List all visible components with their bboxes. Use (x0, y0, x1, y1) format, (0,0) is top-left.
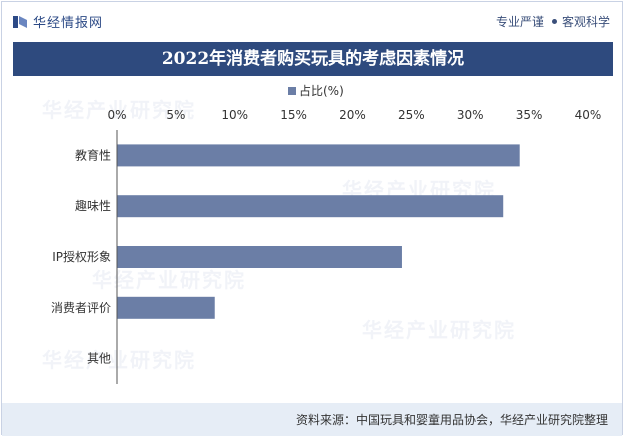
bar (117, 246, 402, 268)
chart-title: 2022年消费者购买玩具的考虑因素情况 (13, 42, 613, 76)
source-note: 资料来源：中国玩具和婴童用品协会，华经产业研究院整理 (295, 413, 608, 427)
brand-logo: 华经情报网 (12, 12, 103, 31)
y-category-label: 教育性 (75, 147, 111, 162)
brand-logo-icon (13, 15, 27, 28)
bars (117, 144, 520, 319)
brand-name: 华经情报网 (33, 16, 104, 31)
x-axis-ticks: 0% 5% 10% 15% 20% 25% 30% 35% 40% (107, 108, 601, 122)
x-tick-label: 20% (339, 108, 366, 122)
x-tick-label: 40% (575, 108, 602, 122)
bar (117, 195, 504, 218)
x-tick-label: 0% (107, 108, 126, 122)
x-tick-label: 25% (398, 108, 425, 122)
slogan-dot-icon (551, 19, 557, 24)
x-tick-label: 35% (516, 108, 543, 122)
x-tick-label: 10% (221, 108, 248, 122)
slogan: 专业严谨 客观科学 (496, 13, 610, 30)
x-tick-label: 30% (457, 108, 484, 122)
x-tick-label: 15% (280, 108, 307, 122)
slogan-left: 专业严谨 (495, 15, 544, 29)
legend-label: 占比(%) (299, 83, 344, 98)
bar (117, 296, 215, 319)
y-category-label: 消费者评价 (51, 301, 111, 315)
header-bar: 华经情报网 专业严谨 客观科学 (2, 2, 622, 38)
slogan-right: 客观科学 (561, 15, 610, 29)
y-category-label: IP授权形象 (52, 249, 111, 264)
y-category-label: 趣味性 (75, 198, 111, 213)
x-tick-label: 5% (166, 108, 185, 122)
footer-bar: 资料来源：中国玩具和婴童用品协会，华经产业研究院整理 (2, 403, 622, 436)
chart-legend: 占比(%) (288, 83, 344, 98)
y-category-label: 其他 (87, 352, 111, 366)
legend-swatch (288, 87, 296, 95)
bar (117, 144, 520, 167)
